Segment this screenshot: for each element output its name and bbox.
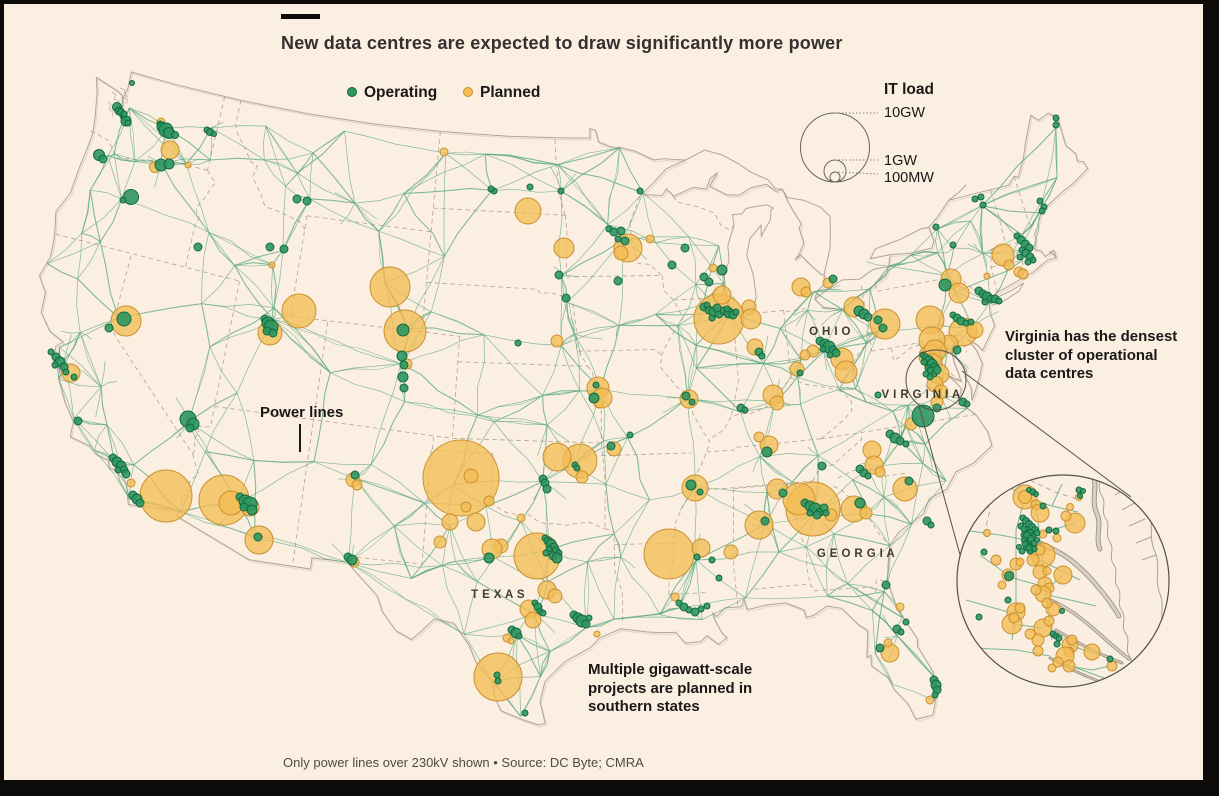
svg-text:V I R G I N I A: V I R G I N I A: [881, 389, 960, 401]
svg-text:O H I O: O H I O: [809, 326, 851, 338]
svg-text:G E O R G I A: G E O R G I A: [817, 548, 895, 560]
svg-text:T E X A S: T E X A S: [471, 589, 525, 601]
